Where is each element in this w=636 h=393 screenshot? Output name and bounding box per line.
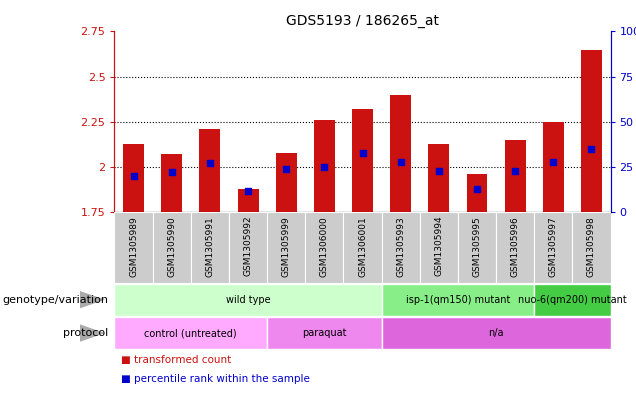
Text: ■ transformed count: ■ transformed count	[121, 354, 231, 365]
Bar	[382, 212, 420, 283]
Text: wild type: wild type	[226, 295, 270, 305]
Point	[357, 149, 368, 156]
Bar	[114, 317, 267, 349]
Polygon shape	[80, 324, 105, 342]
Point	[128, 173, 139, 179]
Bar	[467, 174, 487, 212]
Bar	[314, 120, 335, 212]
Bar	[162, 154, 183, 212]
Bar	[581, 50, 602, 212]
Text: isp-1(qm150) mutant: isp-1(qm150) mutant	[406, 295, 510, 305]
Bar	[114, 212, 153, 283]
Polygon shape	[80, 291, 105, 309]
Bar	[114, 284, 382, 316]
Text: nuo-6(qm200) mutant: nuo-6(qm200) mutant	[518, 295, 626, 305]
Bar	[238, 189, 258, 212]
Point	[434, 167, 444, 174]
Bar	[458, 212, 496, 283]
Bar	[352, 109, 373, 212]
Text: GSM1305995: GSM1305995	[473, 216, 481, 277]
Text: genotype/variation: genotype/variation	[2, 295, 108, 305]
Point	[510, 167, 520, 174]
Bar	[267, 212, 305, 283]
Bar	[543, 122, 564, 212]
Bar	[267, 317, 382, 349]
Point	[396, 158, 406, 165]
Text: control (untreated): control (untreated)	[144, 328, 237, 338]
Text: GSM1305992: GSM1305992	[244, 216, 252, 276]
Bar	[382, 284, 534, 316]
Bar	[200, 129, 221, 212]
Text: ■ percentile rank within the sample: ■ percentile rank within the sample	[121, 374, 310, 384]
Bar	[191, 212, 229, 283]
Bar	[534, 284, 611, 316]
Bar	[276, 152, 296, 212]
Text: GSM1306001: GSM1306001	[358, 216, 367, 277]
Point	[281, 166, 291, 172]
Text: paraquat: paraquat	[302, 328, 347, 338]
Title: GDS5193 / 186265_at: GDS5193 / 186265_at	[286, 14, 439, 28]
Point	[167, 169, 177, 176]
Bar	[505, 140, 525, 212]
Point	[548, 158, 558, 165]
Text: protocol: protocol	[63, 328, 108, 338]
Bar	[534, 212, 572, 283]
Bar	[572, 212, 611, 283]
Bar	[343, 212, 382, 283]
Text: GSM1306000: GSM1306000	[320, 216, 329, 277]
Bar	[382, 317, 611, 349]
Point	[472, 185, 482, 192]
Point	[586, 146, 597, 152]
Text: GSM1305997: GSM1305997	[549, 216, 558, 277]
Bar	[229, 212, 267, 283]
Bar	[420, 212, 458, 283]
Text: GSM1305996: GSM1305996	[511, 216, 520, 277]
Text: GSM1305994: GSM1305994	[434, 216, 443, 276]
Point	[243, 187, 253, 194]
Text: n/a: n/a	[488, 328, 504, 338]
Bar	[429, 143, 449, 212]
Bar	[123, 143, 144, 212]
Text: GSM1305989: GSM1305989	[129, 216, 138, 277]
Bar	[496, 212, 534, 283]
Bar	[153, 212, 191, 283]
Text: GSM1305998: GSM1305998	[587, 216, 596, 277]
Point	[319, 164, 329, 170]
Bar	[305, 212, 343, 283]
Text: GSM1305999: GSM1305999	[282, 216, 291, 277]
Text: GSM1305990: GSM1305990	[167, 216, 176, 277]
Text: GSM1305993: GSM1305993	[396, 216, 405, 277]
Point	[205, 160, 215, 167]
Bar	[391, 95, 411, 212]
Text: GSM1305991: GSM1305991	[205, 216, 214, 277]
